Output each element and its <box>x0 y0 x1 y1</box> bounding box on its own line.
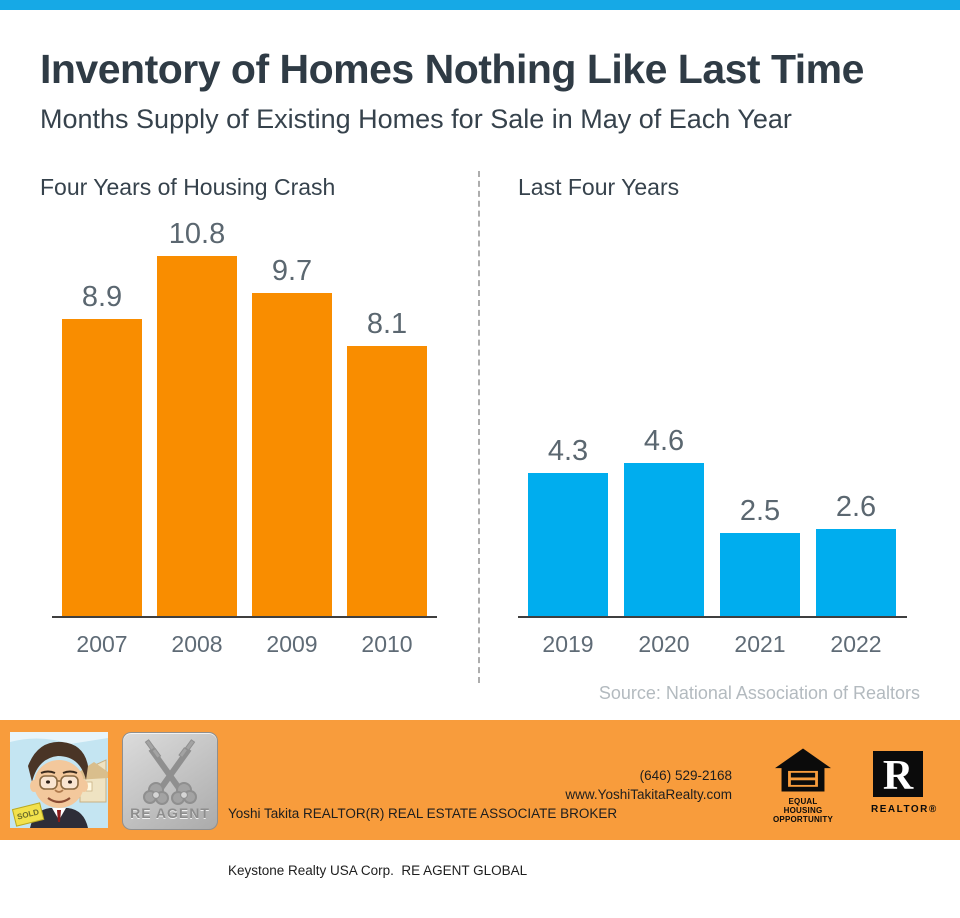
bar <box>720 532 800 616</box>
bar <box>816 529 896 616</box>
x-axis-label: 2010 <box>361 631 413 657</box>
vertical-dashed-divider <box>478 171 480 683</box>
contact-info-text: (646) 529-2168 www.YoshiTakitaRealty.com <box>565 766 732 804</box>
bar-value-label: 4.6 <box>643 424 685 457</box>
x-axis-label: 2022 <box>830 631 882 657</box>
bar-group: 8.1 <box>347 216 427 616</box>
svg-text:R: R <box>883 753 914 797</box>
bar-group: 2.6 <box>816 216 896 616</box>
bar-value-label: 2.6 <box>835 491 877 524</box>
left-chart-title: Four Years of Housing Crash <box>40 174 336 200</box>
bar <box>252 292 332 616</box>
page-subtitle: Months Supply of Existing Homes for Sale… <box>40 104 792 134</box>
bar-group: 2.5 <box>720 216 800 616</box>
top-accent-bar <box>0 0 960 10</box>
agent-caricature-image: SOLD <box>10 732 108 828</box>
right-chart-title: Last Four Years <box>518 174 680 200</box>
x-axis-label: 2008 <box>171 631 223 657</box>
bar <box>528 472 608 616</box>
bar-group: 10.8 <box>157 216 237 616</box>
x-axis-label: 2020 <box>638 631 690 657</box>
website-url: www.YoshiTakitaRealty.com <box>565 787 732 802</box>
reagent-logo: RE AGENT <box>122 732 218 830</box>
realtor-logo: R REALTOR® <box>871 751 938 815</box>
realtor-r-icon: R <box>873 751 923 799</box>
equal-housing-label-line1: EQUAL HOUSING <box>783 797 823 815</box>
charts-section: Four Years of Housing Crash Last Four Ye… <box>0 165 960 720</box>
bar-value-label: 8.1 <box>366 308 408 341</box>
realtor-label: REALTOR® <box>871 804 938 815</box>
right-bar-chart: 4.3 4.6 2.5 2.6 <box>528 216 896 616</box>
phone-number: (646) 529-2168 <box>639 768 732 783</box>
x-axis-label: 2019 <box>542 631 594 657</box>
source-note: Source: National Association of Realtors <box>598 683 920 703</box>
crossed-keys-icon <box>143 739 197 805</box>
right-chart-x-labels: 2019 2020 2021 2022 <box>528 631 896 658</box>
left-bar-chart: 8.9 10.8 9.7 8.1 <box>62 216 427 616</box>
agent-name-line: Yoshi Takita REALTOR(R) REAL ESTATE ASSO… <box>228 806 618 821</box>
x-axis-label: 2021 <box>734 631 786 657</box>
bar <box>624 462 704 616</box>
bar-value-label: 4.3 <box>547 434 589 467</box>
agent-info-text: Yoshi Takita REALTOR(R) REAL ESTATE ASSO… <box>228 766 617 918</box>
footer-banner: SOLD <box>0 720 960 878</box>
bar-group: 4.3 <box>528 216 608 616</box>
bar-group: 9.7 <box>252 216 332 616</box>
equal-housing-label-line2: OPPORTUNITY <box>773 815 833 824</box>
equal-housing-house-icon <box>775 748 831 792</box>
equal-housing-logo: EQUAL HOUSING OPPORTUNITY <box>771 748 835 824</box>
x-axis-label: 2009 <box>266 631 318 657</box>
right-chart-x-axis <box>518 616 907 618</box>
bar-group: 4.6 <box>624 216 704 616</box>
bar-group: 8.9 <box>62 216 142 616</box>
reagent-logo-label: RE AGENT <box>130 805 210 821</box>
x-axis-label: 2007 <box>76 631 128 657</box>
infographic-page: Inventory of Homes Nothing Like Last Tim… <box>0 0 960 878</box>
page-title: Inventory of Homes Nothing Like Last Tim… <box>40 46 864 92</box>
left-chart-x-labels: 2007 2008 2009 2010 <box>62 631 427 658</box>
bar <box>157 256 237 616</box>
bar-value-label: 9.7 <box>271 254 313 287</box>
bar-value-label: 10.8 <box>168 218 226 251</box>
bar <box>347 346 427 616</box>
bar <box>62 319 142 616</box>
agent-company-line: Keystone Realty USA Corp. RE AGENT GLOBA… <box>228 863 528 878</box>
left-chart-x-axis <box>52 616 437 618</box>
bar-value-label: 2.5 <box>739 494 781 527</box>
bar-value-label: 8.9 <box>81 281 123 314</box>
